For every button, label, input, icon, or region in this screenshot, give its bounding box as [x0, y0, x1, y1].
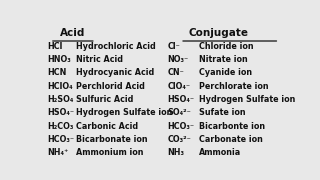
- Text: HClO₄: HClO₄: [47, 82, 73, 91]
- Text: HSO₄⁻: HSO₄⁻: [168, 95, 195, 104]
- Text: Perchlorate ion: Perchlorate ion: [199, 82, 268, 91]
- Text: Carbonate ion: Carbonate ion: [199, 135, 263, 144]
- Text: Nitric Acid: Nitric Acid: [76, 55, 123, 64]
- Text: Cyanide ion: Cyanide ion: [199, 68, 252, 77]
- Text: ClO₄⁻: ClO₄⁻: [168, 82, 191, 91]
- Text: Hydrochloric Acid: Hydrochloric Acid: [76, 42, 156, 51]
- Text: HCO₃⁻: HCO₃⁻: [47, 135, 75, 144]
- Text: Hydrogen Sulfate ion: Hydrogen Sulfate ion: [76, 108, 172, 117]
- Text: CO₃²⁻: CO₃²⁻: [168, 135, 192, 144]
- Text: Carbonic Acid: Carbonic Acid: [76, 122, 138, 130]
- Text: NH₄⁺: NH₄⁺: [47, 148, 69, 157]
- Text: Ammonia: Ammonia: [199, 148, 241, 157]
- Text: Ammonium ion: Ammonium ion: [76, 148, 143, 157]
- Text: HCN: HCN: [47, 68, 67, 77]
- Text: Hydrocyanic Acid: Hydrocyanic Acid: [76, 68, 154, 77]
- Text: HCl: HCl: [47, 42, 63, 51]
- Text: HSO₄⁻: HSO₄⁻: [47, 108, 75, 117]
- Text: Sulfuric Acid: Sulfuric Acid: [76, 95, 133, 104]
- Text: Sufate ion: Sufate ion: [199, 108, 245, 117]
- Text: SO₄²⁻: SO₄²⁻: [168, 108, 192, 117]
- Text: Perchlorid Acid: Perchlorid Acid: [76, 82, 145, 91]
- Text: H₂CO₃: H₂CO₃: [47, 122, 74, 130]
- Text: H₂SO₄: H₂SO₄: [47, 95, 74, 104]
- Text: Bicarbonate ion: Bicarbonate ion: [76, 135, 148, 144]
- Text: Chloride ion: Chloride ion: [199, 42, 253, 51]
- Text: Nitrate ion: Nitrate ion: [199, 55, 247, 64]
- Text: NH₃: NH₃: [168, 148, 185, 157]
- Text: HCO₃⁻: HCO₃⁻: [168, 122, 195, 130]
- Text: Hydrogen Sulfate ion: Hydrogen Sulfate ion: [199, 95, 295, 104]
- Text: HNO₃: HNO₃: [47, 55, 71, 64]
- Text: Conjugate: Conjugate: [188, 28, 249, 38]
- Text: Cl⁻: Cl⁻: [168, 42, 180, 51]
- Text: CN⁻: CN⁻: [168, 68, 185, 77]
- Text: NO₃⁻: NO₃⁻: [168, 55, 189, 64]
- Text: Acid: Acid: [60, 28, 85, 38]
- Text: Bicarbonte ion: Bicarbonte ion: [199, 122, 265, 130]
